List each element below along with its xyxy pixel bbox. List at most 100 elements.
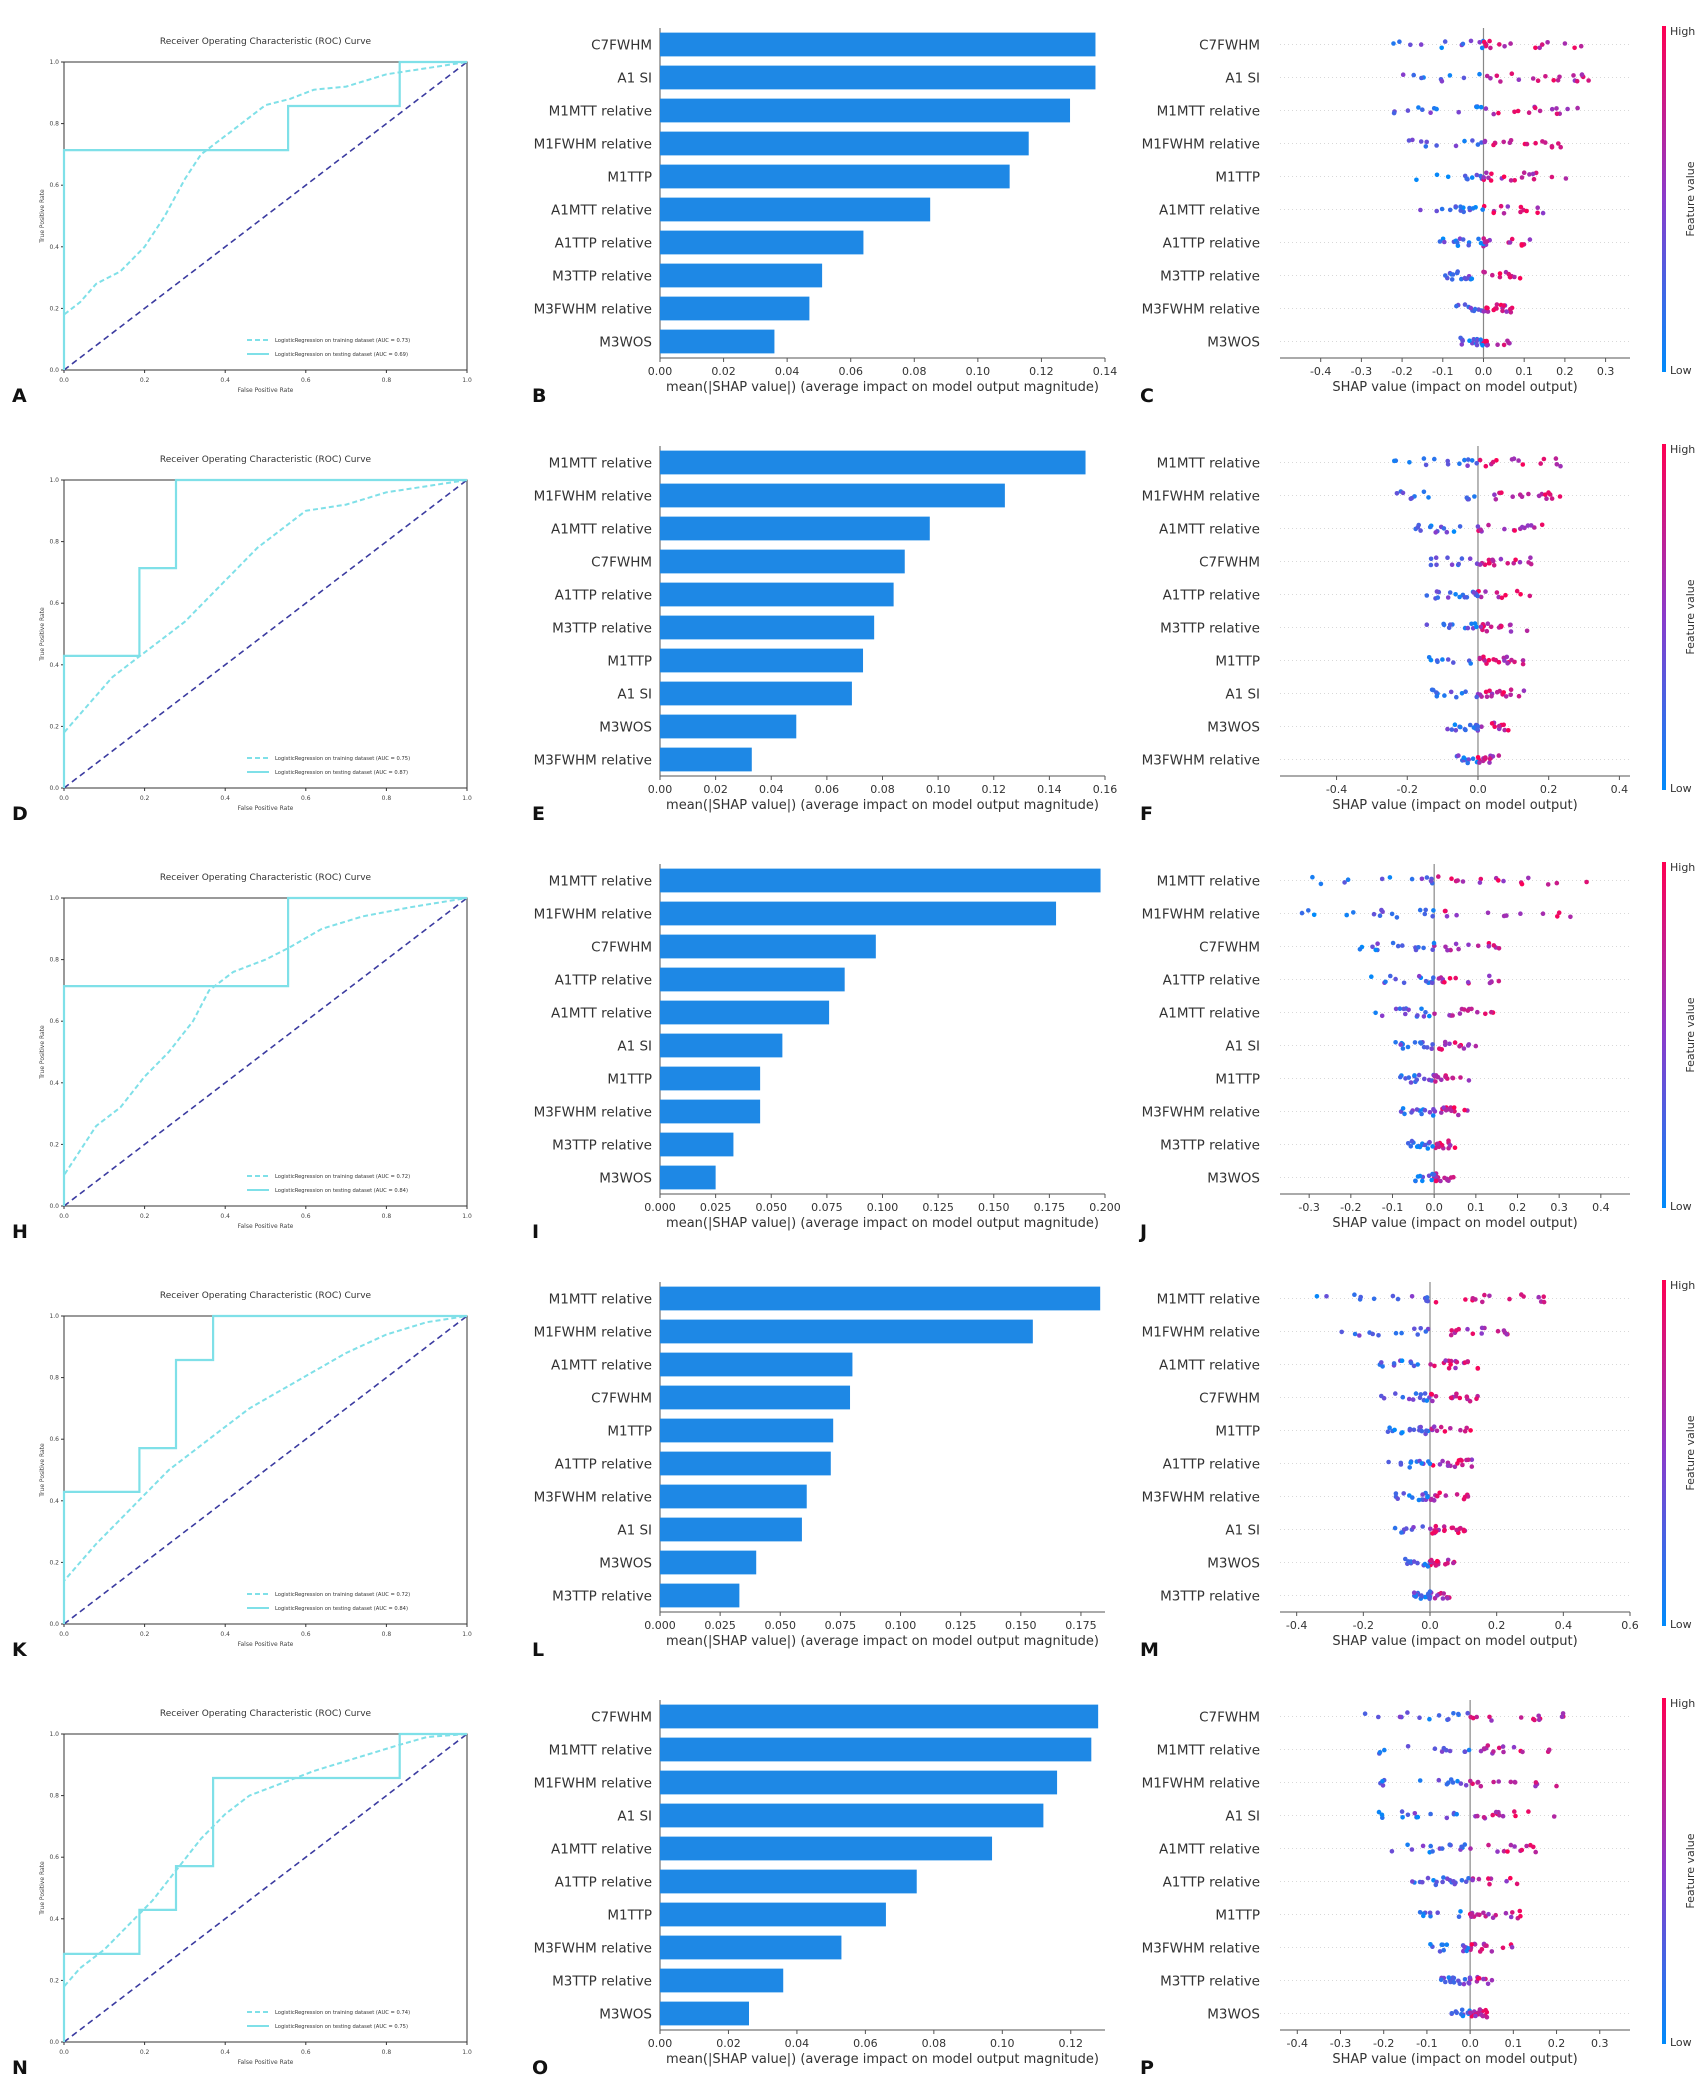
bee-xtick-label: 0.0 bbox=[1475, 365, 1493, 378]
bee-point bbox=[1444, 1747, 1449, 1753]
bee-point bbox=[1475, 1813, 1480, 1819]
bee-point bbox=[1454, 694, 1459, 700]
bee-point bbox=[1459, 1878, 1465, 1883]
bee-point bbox=[1481, 654, 1486, 660]
colorbar-low-label: Low bbox=[1670, 364, 1692, 377]
bee-point bbox=[1494, 689, 1500, 695]
roc-ylabel: True Positive Rate bbox=[39, 1861, 46, 1916]
bee-point bbox=[1447, 1842, 1452, 1847]
bee-point bbox=[1411, 1525, 1416, 1530]
roc-chart: Receiver Operating Characteristic (ROC) … bbox=[12, 1291, 472, 1661]
bee-point bbox=[1508, 41, 1513, 46]
bee-feature-label: M1FWHM relative bbox=[1142, 137, 1260, 153]
bee-point bbox=[1391, 110, 1397, 116]
bee-point bbox=[1428, 878, 1434, 884]
bee-point bbox=[1445, 174, 1451, 180]
bee-feature-label: M3WOS bbox=[1207, 2007, 1260, 2023]
bee-point bbox=[1421, 1913, 1426, 1919]
figure-row-1: Receiver Operating Characteristic (ROC) … bbox=[12, 25, 1697, 407]
bee-point bbox=[1453, 975, 1458, 981]
bar-xtick-label: 0.12 bbox=[1059, 2037, 1084, 2050]
bee-point bbox=[1439, 1846, 1445, 1851]
bee-point bbox=[1377, 1750, 1383, 1755]
bee-point bbox=[1342, 880, 1347, 885]
bee-point bbox=[1357, 1333, 1362, 1338]
shap-bar bbox=[660, 1704, 1099, 1729]
roc-ytick-label: 0.0 bbox=[49, 367, 59, 374]
bee-point bbox=[1565, 106, 1570, 112]
bee-point bbox=[1373, 947, 1378, 953]
bee-point bbox=[1475, 593, 1480, 599]
colorbar-axis-label: Feature value bbox=[1684, 1833, 1697, 1908]
bee-point bbox=[1489, 721, 1495, 726]
bee-feature-label: M1TTP bbox=[1215, 1072, 1260, 1088]
bar-xtick-label: 0.050 bbox=[756, 1201, 788, 1214]
bee-point bbox=[1379, 1812, 1385, 1818]
bee-point bbox=[1314, 1294, 1320, 1299]
bee-point bbox=[1448, 1395, 1454, 1401]
bee-point bbox=[1428, 1558, 1433, 1564]
roc-legend-test: LogisticRegression on testing dataset (A… bbox=[275, 1606, 408, 1612]
bee-point bbox=[1531, 1844, 1536, 1850]
shap-beeswarm-chart: C7FWHM A1 SI M1MTT relative M1FWHM relative… bbox=[1140, 25, 1697, 407]
bar-category-label: M3TTP relative bbox=[552, 269, 652, 285]
bee-feature-label: M1FWHM relative bbox=[1142, 489, 1260, 505]
bee-point bbox=[1430, 914, 1435, 919]
bee-point bbox=[1408, 1080, 1414, 1085]
bee-point bbox=[1558, 144, 1563, 150]
bee-point bbox=[1555, 914, 1560, 919]
bee-point bbox=[1453, 2009, 1459, 2014]
bee-point bbox=[1416, 1072, 1422, 1078]
roc-ytick-label: 0.6 bbox=[49, 1018, 59, 1025]
bee-point bbox=[1417, 1715, 1422, 1720]
bee-point bbox=[1501, 1848, 1507, 1854]
bee-point bbox=[1443, 944, 1448, 950]
bee-point bbox=[1557, 494, 1563, 499]
shap-bar bbox=[660, 98, 1071, 123]
bee-point bbox=[1518, 204, 1524, 210]
bee-point bbox=[1443, 1562, 1448, 1567]
shap-bar bbox=[660, 1803, 1044, 1828]
bee-point bbox=[1442, 1527, 1447, 1533]
bar-xtick-label: 0.00 bbox=[648, 365, 673, 378]
bee-point bbox=[1459, 1458, 1464, 1463]
bar-category-label: M1TTP bbox=[607, 654, 652, 670]
bee-point bbox=[1463, 727, 1468, 733]
bar-category-label: A1 SI bbox=[617, 71, 652, 87]
bee-point bbox=[1551, 78, 1556, 83]
bee-point bbox=[1452, 722, 1458, 727]
bee-point bbox=[1435, 1910, 1440, 1915]
bee-point bbox=[1478, 527, 1483, 532]
bee-point bbox=[1442, 980, 1447, 985]
bee-point bbox=[1458, 724, 1463, 730]
bee-point bbox=[1449, 2011, 1455, 2016]
bee-point bbox=[1429, 1496, 1434, 1502]
bee-point bbox=[1482, 658, 1487, 663]
roc-xtick-label: 0.4 bbox=[220, 1631, 230, 1638]
bee-point bbox=[1496, 753, 1502, 758]
bee-point bbox=[1414, 177, 1419, 183]
bee-point bbox=[1457, 524, 1463, 529]
bee-point bbox=[1465, 760, 1470, 766]
bee-point bbox=[1447, 590, 1453, 595]
bee-point bbox=[1451, 660, 1456, 665]
bee-point bbox=[1433, 1178, 1439, 1184]
bee-point bbox=[1394, 915, 1400, 920]
bee-point bbox=[1466, 242, 1471, 248]
bee-point bbox=[1459, 2007, 1465, 2013]
bee-point bbox=[1488, 45, 1493, 51]
bee-point bbox=[1456, 1112, 1461, 1118]
bee-point bbox=[1490, 557, 1495, 563]
bee-point bbox=[1514, 1881, 1520, 1887]
bee-point bbox=[1507, 1296, 1512, 1302]
bee-point bbox=[1422, 1142, 1428, 1148]
bee-point bbox=[1401, 980, 1407, 986]
bee-point bbox=[1465, 457, 1471, 462]
bee-point bbox=[1430, 1144, 1435, 1149]
bee-point bbox=[1496, 110, 1501, 116]
roc-xtick-label: 0.6 bbox=[301, 795, 311, 802]
bar-xtick-label: 0.175 bbox=[1065, 1619, 1097, 1632]
bee-xtick-label: -0.3 bbox=[1351, 365, 1372, 378]
bee-point bbox=[1373, 1010, 1378, 1016]
bee-xtick-label: 0.2 bbox=[1556, 365, 1574, 378]
